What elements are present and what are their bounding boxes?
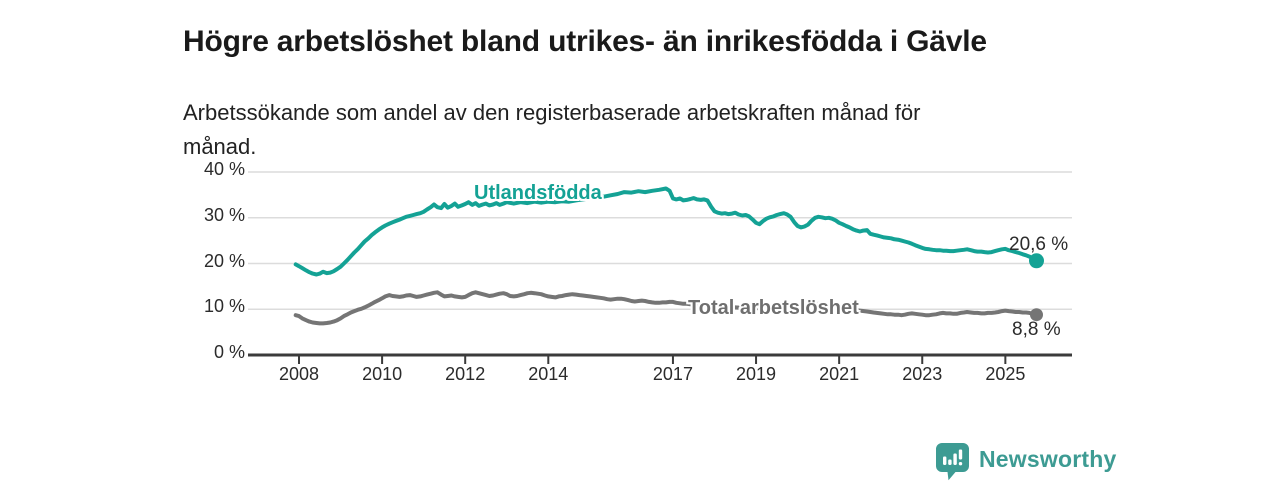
x-axis-tick-label: 2019 [736,364,777,384]
newsworthy-logo-text: Newsworthy [979,446,1117,472]
series-line-0 [293,186,1039,277]
x-axis-tick-label: 2021 [819,364,860,384]
x-axis-tick-label: 2023 [902,364,943,384]
series-end-dot-1 [1030,308,1043,322]
x-axis-tick-label: 2017 [652,364,693,384]
x-axis-tick-label: 2008 [278,364,320,384]
y-axis-tick-label: 0 % [213,342,245,362]
end-value-label-utlandsfodda: 20,6 % [1009,234,1069,255]
chart-subtitle: Arbetssökande som andel av den registerb… [183,100,921,159]
series-end-dot-0 [1029,253,1044,269]
series-label-total-arbetsloshet: Total arbetslöshet [688,297,859,319]
series-label-utlandsfodda: Utlandsfödda [474,182,602,204]
x-axis-tick-label: 2025 [985,364,1026,384]
end-value-label-total: 8,8 % [1012,319,1061,340]
x-axis-tick-label: 2012 [445,364,486,384]
y-axis-tick-label: 20 % [203,250,245,271]
chart-title: Högre arbetslöshet bland utrikes- än inr… [183,25,987,59]
series-line-1 [293,290,1039,326]
y-axis-tick-label: 30 % [203,204,245,225]
newsworthy-bar-chart-icon [936,443,969,481]
x-axis-tick-label: 2014 [528,364,569,384]
y-axis-tick-label: 40 % [203,159,245,179]
y-axis-tick-label: 10 % [203,296,245,317]
newsworthy-logo: Newsworthy [936,443,1116,481]
x-axis-tick-label: 2010 [362,364,403,384]
